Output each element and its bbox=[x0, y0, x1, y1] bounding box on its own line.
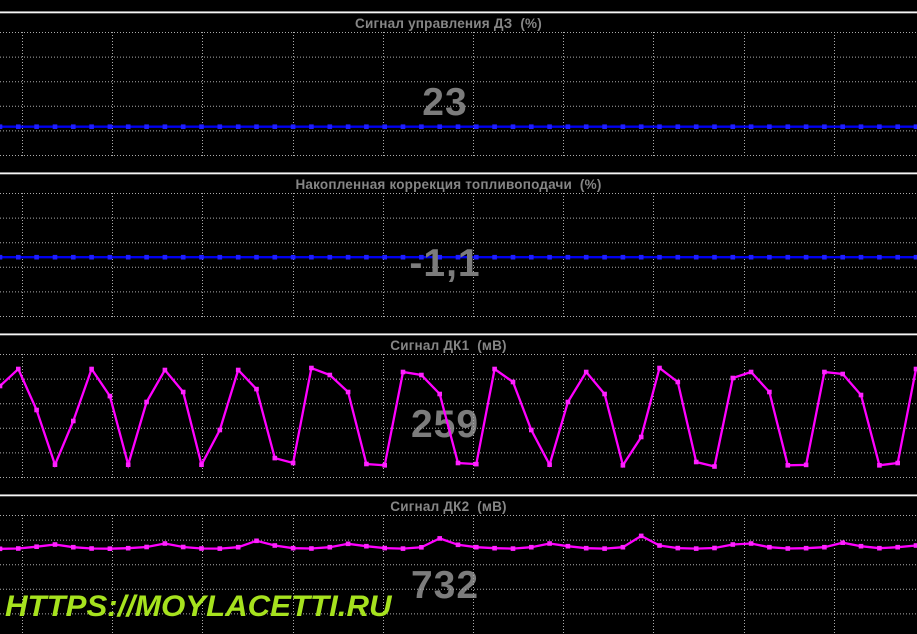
chart-title: Накопленная коррекция топливоподачи (%) bbox=[295, 177, 602, 192]
chart-current-value: -1,1 bbox=[409, 242, 481, 285]
chart-title: Сигнал ДК2 (мВ) bbox=[390, 499, 507, 514]
chart-current-value: 23 bbox=[422, 81, 468, 124]
panel-divider bbox=[0, 11, 917, 14]
panel-divider bbox=[0, 333, 917, 336]
chart-panel-throttle-control: Сигнал управления ДЗ (%) 23 bbox=[0, 11, 917, 172]
chart-title: Сигнал управления ДЗ (%) bbox=[355, 16, 542, 31]
chart-plot-o2-sensor-2 bbox=[0, 515, 917, 634]
chart-panel-o2-sensor-1: Сигнал ДК1 (мВ) 259 bbox=[0, 333, 917, 494]
panel-divider bbox=[0, 494, 917, 497]
chart-plot-fuel-trim bbox=[0, 193, 917, 317]
chart-panel-fuel-trim: Накопленная коррекция топливоподачи (%) … bbox=[0, 172, 917, 333]
chart-title: Сигнал ДК1 (мВ) bbox=[390, 338, 507, 353]
chart-panel-o2-sensor-2: Сигнал ДК2 (мВ) 732 bbox=[0, 494, 917, 634]
chart-current-value: 732 bbox=[410, 564, 480, 607]
site-watermark: HTTPS://MOYLACETTI.RU bbox=[5, 590, 392, 623]
panel-divider bbox=[0, 172, 917, 175]
chart-plot-o2-sensor-1 bbox=[0, 354, 917, 478]
chart-plot-throttle bbox=[0, 32, 917, 156]
